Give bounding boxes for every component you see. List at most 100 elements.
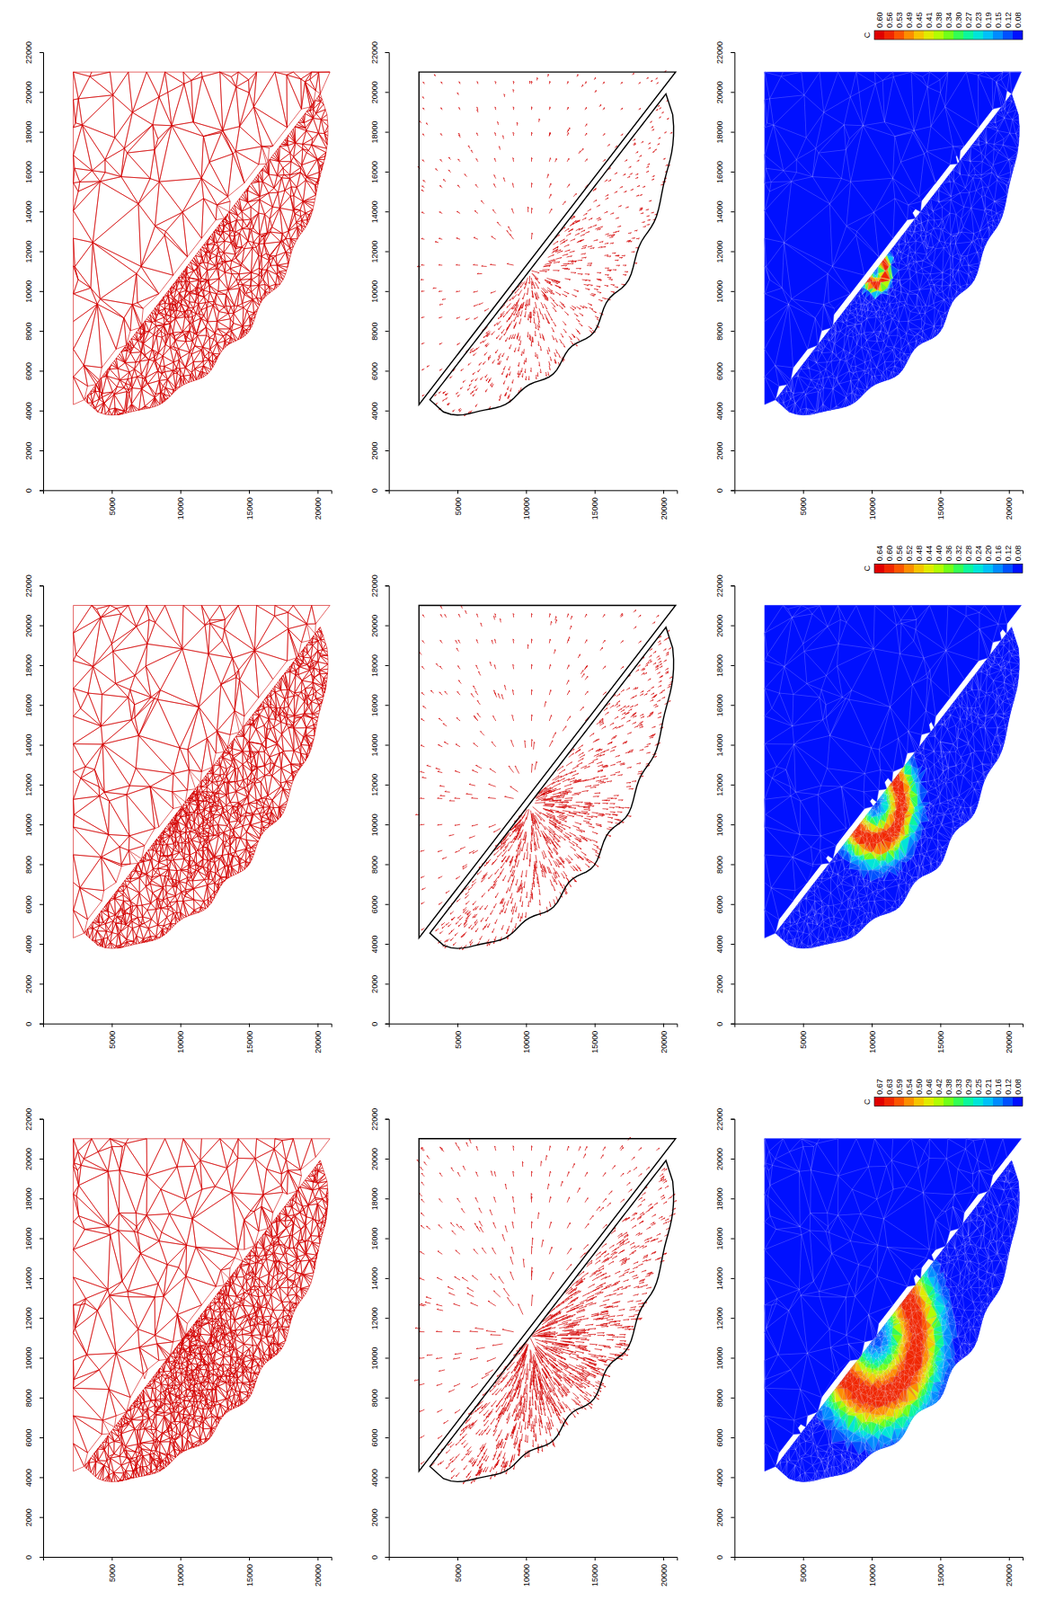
contour-band: [863, 273, 879, 299]
tick-label: 6000: [370, 362, 380, 381]
colorbar-frame: [874, 30, 1023, 40]
tick-mark: [663, 1023, 665, 1028]
tick-label: 10000: [370, 280, 380, 303]
x-axis: 5000100001500020000: [735, 1556, 1024, 1587]
panel: 0.670.630.590.540.500.460.420.380.330.29…: [715, 1078, 1023, 1587]
tick-label: 6000: [715, 895, 725, 913]
tick: 15000: [936, 489, 946, 520]
tick-mark: [385, 1436, 390, 1438]
tick-mark: [730, 1118, 735, 1120]
tick-label: 14000: [715, 1267, 725, 1290]
tick-label: 22000: [24, 41, 34, 64]
y-axis: 0200040006000800010000120001400016000180…: [370, 41, 390, 493]
tick: 20000: [313, 1556, 323, 1587]
tick: 10000: [176, 489, 186, 520]
colorbar-label: 0.08: [1013, 545, 1023, 562]
tick-label: 6000: [715, 1428, 725, 1447]
tick-mark: [803, 489, 805, 494]
tick-label: 22000: [370, 41, 380, 64]
tick-mark: [871, 489, 873, 494]
tick: 14000: [24, 1267, 44, 1290]
tick-mark: [111, 1556, 113, 1560]
colorbar-frame: [874, 563, 1023, 573]
tick-mark: [803, 1556, 805, 1560]
tick-mark: [385, 943, 390, 945]
water-base: [764, 1138, 1022, 1482]
tick-mark: [39, 664, 44, 666]
axis-line: [730, 585, 736, 1024]
boundary: [418, 1138, 676, 1472]
tick: 5000: [453, 1023, 463, 1049]
tick: 18000: [370, 1187, 390, 1210]
tick: 4000: [24, 935, 44, 954]
tick: 0: [24, 487, 44, 493]
colorbar-label: 0.23: [974, 11, 984, 28]
colorbar-cell: [983, 1097, 993, 1107]
tick-label: 20000: [659, 1563, 669, 1587]
tick-label: 0: [24, 1021, 34, 1027]
tick-mark: [39, 983, 44, 984]
tick-mark: [39, 863, 44, 865]
tick-mark: [39, 1397, 44, 1399]
tick: 18000: [24, 121, 44, 144]
colorbar: 0.640.600.560.520.480.440.400.360.320.28…: [862, 545, 1023, 574]
tick-mark: [730, 171, 735, 173]
tick-label: 10000: [370, 1346, 380, 1369]
plot-area: [73, 71, 331, 416]
colorbar-cell: [913, 1097, 924, 1107]
tick-label: 20000: [715, 614, 725, 638]
tick-mark: [39, 784, 44, 786]
colorbar-label: 0.38: [944, 1078, 954, 1095]
axis-line: [389, 490, 678, 495]
tick: 10000: [522, 1556, 532, 1587]
tick-label: 4000: [24, 935, 34, 954]
tick: 8000: [715, 322, 735, 341]
colorbar-label: 0.52: [904, 545, 914, 562]
x-axis: 5000100001500020000: [735, 1023, 1024, 1054]
tick-mark: [730, 91, 735, 93]
colorbar-cell: [894, 30, 905, 40]
colorbar-label: 0.36: [944, 545, 954, 562]
tick-mark: [730, 251, 735, 253]
tick-label: 8000: [715, 855, 725, 874]
tick-label: 18000: [715, 1187, 725, 1210]
figure: 0 2000 4000 6000 8000 10000 12000 14000 16000 180…: [0, 0, 1037, 1600]
tick-mark: [385, 863, 390, 865]
tick-mark: [730, 211, 735, 213]
colorbar-label: 0.40: [934, 545, 944, 562]
tick: 22000: [370, 574, 390, 597]
colorbar-label: 0.32: [954, 545, 964, 562]
tick-mark: [871, 1023, 873, 1028]
tick-label: 12000: [370, 1306, 380, 1330]
tick-label: 16000: [715, 693, 725, 717]
tick-mark: [385, 1556, 390, 1558]
tick: 20000: [1004, 1023, 1014, 1054]
tick-mark: [730, 1476, 735, 1478]
tick-label: 10000: [868, 1030, 878, 1054]
axis-line: [385, 585, 390, 1024]
tick: 10000: [715, 280, 735, 303]
tick-mark: [385, 784, 390, 786]
tick-mark: [385, 1238, 390, 1240]
colorbar-title: C: [862, 565, 872, 572]
colorbar-label: 0.54: [904, 1078, 914, 1095]
tick-label: 4000: [24, 1468, 34, 1487]
tick-label: 2000: [24, 1507, 34, 1526]
tick: 6000: [24, 895, 44, 913]
tick-label: 10000: [370, 813, 380, 836]
tick-mark: [39, 171, 44, 173]
colorbar-cell: [992, 1097, 1003, 1107]
tick-label: 15000: [590, 496, 600, 520]
tick: 15000: [245, 1023, 255, 1054]
colorbar-label: 0.60: [885, 545, 895, 562]
tick: 18000: [715, 121, 735, 144]
tick-mark: [730, 1397, 735, 1399]
colorbar-label: 0.49: [904, 11, 914, 28]
tick: 20000: [715, 1147, 735, 1170]
axis-line: [735, 1023, 1024, 1028]
tick: 14000: [715, 200, 735, 223]
tick: 10000: [24, 280, 44, 303]
colorbar-label: 0.56: [885, 11, 895, 28]
tick-mark: [39, 1158, 44, 1160]
tick: 14000: [370, 734, 390, 757]
